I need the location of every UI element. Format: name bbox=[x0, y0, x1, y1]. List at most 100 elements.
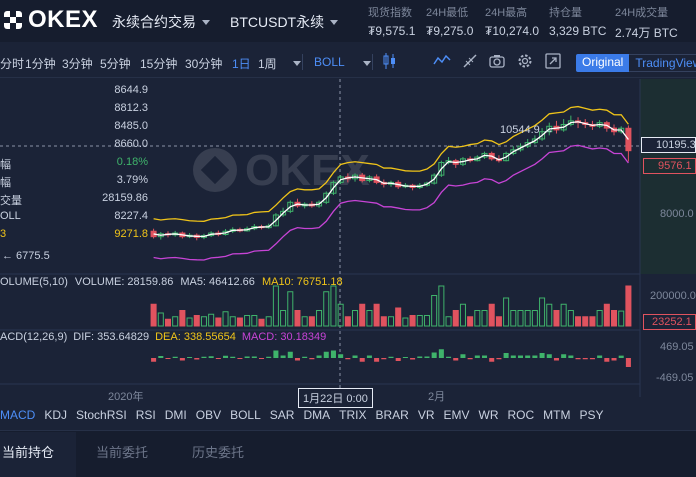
line-chart-icon[interactable] bbox=[432, 52, 452, 72]
volume-bar bbox=[474, 310, 481, 327]
volume-bar bbox=[172, 316, 179, 327]
macd-bar bbox=[482, 355, 488, 358]
stat-24h-low: 24H最低 ₮9,275.0 bbox=[426, 4, 473, 38]
indicator-tab-obv[interactable]: OBV bbox=[195, 408, 222, 422]
macd-bar bbox=[517, 355, 524, 358]
macd-legend: ACD(12,26,9) DIF: 353.64829 DEA: 338.556… bbox=[0, 331, 326, 343]
view-tradingview-button[interactable]: TradingView bbox=[629, 54, 696, 72]
indicator-tab-psy[interactable]: PSY bbox=[579, 408, 604, 422]
macd-bar bbox=[474, 355, 480, 358]
macd-bar bbox=[424, 356, 430, 358]
info-row: 8660.0 bbox=[0, 138, 148, 156]
volume-bar bbox=[539, 297, 546, 327]
indicator-tab-roc[interactable]: ROC bbox=[507, 408, 535, 422]
candle-up bbox=[287, 201, 294, 212]
indicator-tab-boll[interactable]: BOLL bbox=[230, 408, 261, 422]
stat-value: ₮9,275.0 bbox=[426, 24, 474, 38]
timeframe-1w[interactable]: 1周 bbox=[258, 57, 277, 71]
indicator-tab-trix[interactable]: TRIX bbox=[339, 408, 367, 422]
price-axis-bg bbox=[640, 79, 696, 274]
indicator-tab-dma[interactable]: DMA bbox=[303, 408, 331, 422]
volume-bar bbox=[481, 310, 488, 327]
info-value: 0.18% bbox=[116, 156, 148, 168]
okex-logo[interactable]: OKEX bbox=[2, 6, 98, 34]
chevron-down-icon[interactable] bbox=[363, 61, 371, 66]
macd-bar bbox=[165, 358, 171, 359]
volume-bar bbox=[251, 315, 258, 327]
view-original-button[interactable]: Original bbox=[576, 54, 630, 72]
timeframe-5m[interactable]: 5分钟 bbox=[100, 57, 131, 71]
chevron-down-icon[interactable] bbox=[293, 61, 301, 66]
indicator-tab-macd[interactable]: MACD bbox=[0, 408, 36, 422]
fullscreen-icon[interactable] bbox=[543, 52, 563, 72]
indicator-tab-wr[interactable]: WR bbox=[478, 408, 499, 422]
macd-bar bbox=[453, 358, 459, 361]
volume-bar bbox=[625, 285, 632, 327]
timeframe-30m[interactable]: 30分钟 bbox=[185, 57, 223, 71]
volume-bar bbox=[387, 316, 395, 327]
info-row: 幅 0.18% bbox=[0, 156, 148, 174]
symbol-menu[interactable]: BTCUSDT永续 bbox=[230, 12, 339, 32]
crosshair-time-tag: 1月22日 0:00 bbox=[298, 388, 373, 408]
candle-up bbox=[423, 182, 430, 186]
indicator-tab-dmi[interactable]: DMI bbox=[164, 408, 187, 422]
indicator-select[interactable]: BOLL bbox=[314, 55, 345, 69]
macd-bar bbox=[338, 354, 344, 358]
macd-bar bbox=[561, 354, 567, 358]
volume-bar bbox=[287, 291, 294, 327]
volume-header: OLUME(5,10) bbox=[0, 276, 68, 288]
camera-icon[interactable] bbox=[487, 52, 507, 72]
tab-order-history[interactable]: 历史委托 bbox=[192, 445, 245, 460]
macd-bar bbox=[237, 358, 243, 359]
timeframe-15m[interactable]: 15分钟 bbox=[140, 57, 178, 71]
volume-bar bbox=[589, 316, 596, 327]
indicator-tab-emv[interactable]: EMV bbox=[443, 408, 470, 422]
draw-tool-icon[interactable] bbox=[460, 52, 480, 72]
indicator-tab-mtm[interactable]: MTM bbox=[543, 408, 571, 422]
timeframe-1m[interactable]: 1分钟 bbox=[25, 57, 56, 71]
volume-bar bbox=[222, 311, 229, 327]
macd-bar bbox=[230, 356, 236, 358]
chevron-down-icon bbox=[330, 19, 339, 25]
timeframe-1d[interactable]: 1日 bbox=[232, 57, 251, 71]
tab-current-orders[interactable]: 当前委托 bbox=[96, 445, 149, 460]
orders-panel bbox=[0, 430, 696, 477]
candle-up bbox=[431, 174, 438, 184]
high-marker: 10544.9 → bbox=[500, 124, 554, 136]
candle-up bbox=[524, 142, 531, 147]
macd-bar bbox=[539, 353, 545, 358]
macd-bar bbox=[187, 357, 193, 358]
indicator-tabs: MACD KDJ StochRSI RSI DMI OBV BOLL SAR D… bbox=[0, 408, 613, 422]
volume-bars bbox=[150, 285, 632, 327]
volume-bar bbox=[344, 316, 351, 327]
top-header bbox=[0, 0, 696, 42]
candle-up bbox=[280, 210, 287, 216]
indicator-tab-sar[interactable]: SAR bbox=[269, 408, 295, 422]
indicator-tab-brar[interactable]: BRAR bbox=[375, 408, 409, 422]
timeframe-3m[interactable]: 3分钟 bbox=[62, 57, 93, 71]
info-value: 3.79% bbox=[116, 174, 148, 186]
indicator-tab-stochrsi[interactable]: StochRSI bbox=[76, 408, 127, 422]
volume-bar bbox=[359, 303, 366, 327]
volume-bar bbox=[236, 317, 243, 327]
indicator-tab-rsi[interactable]: RSI bbox=[135, 408, 156, 422]
macd-bar bbox=[568, 355, 574, 358]
volume-bar bbox=[352, 310, 359, 327]
macd-bar bbox=[366, 355, 372, 358]
volume-bar bbox=[157, 312, 164, 327]
timeframe-tick[interactable]: 分时 bbox=[0, 57, 25, 71]
indicator-tab-kdj[interactable]: KDJ bbox=[44, 408, 68, 422]
product-menu[interactable]: 永续合约交易 bbox=[112, 12, 210, 32]
time-label-2020: 2020年 bbox=[108, 391, 144, 403]
macd-bar bbox=[215, 358, 221, 359]
indicator-tab-vr[interactable]: VR bbox=[417, 408, 435, 422]
volume-bar bbox=[316, 310, 323, 327]
macd-bar bbox=[244, 356, 250, 358]
macd-bar bbox=[503, 353, 509, 358]
tab-current-positions[interactable]: 当前持仓 bbox=[2, 445, 55, 460]
gear-icon[interactable] bbox=[515, 52, 535, 72]
candlestick-type-icon[interactable] bbox=[380, 52, 400, 72]
volume-bar bbox=[431, 295, 438, 327]
volume-bar bbox=[395, 307, 402, 327]
kline-chart[interactable]: OKEX bbox=[0, 79, 696, 397]
